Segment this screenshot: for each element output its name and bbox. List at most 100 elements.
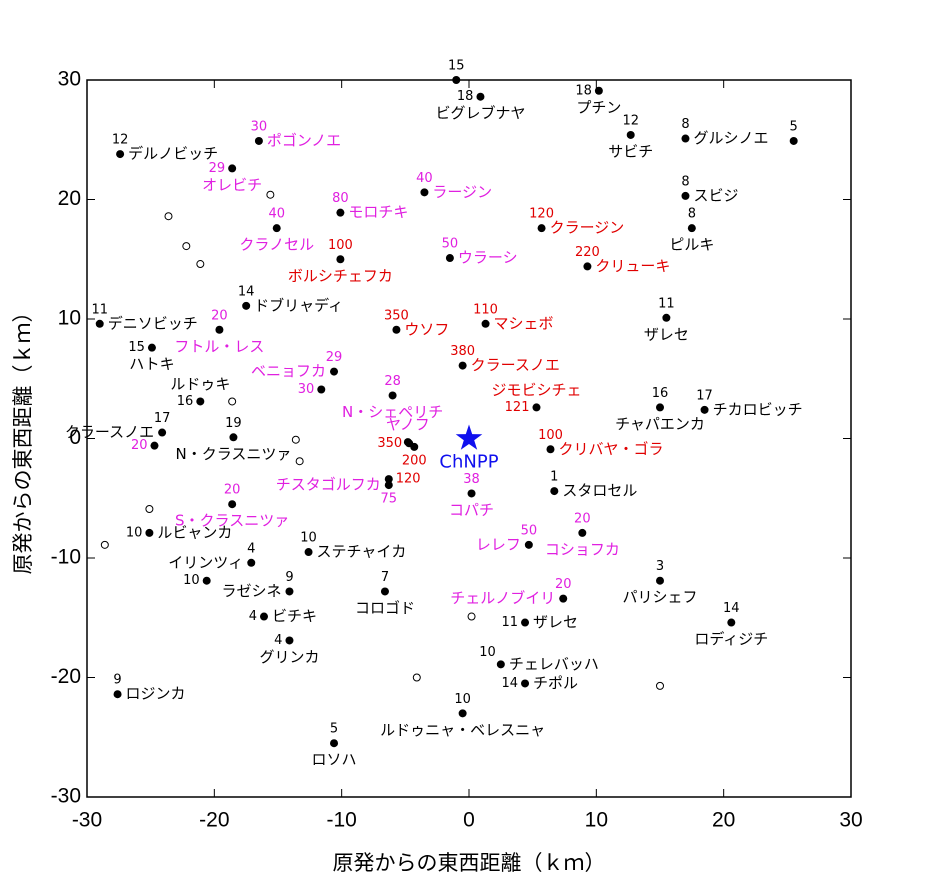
village-point — [317, 385, 326, 394]
x-tick-label: -30 — [72, 809, 102, 832]
village-point — [727, 618, 736, 627]
dose-label: 29 — [209, 161, 226, 176]
village-point — [228, 500, 237, 509]
village-name: チカロビッチ — [713, 400, 803, 418]
village-name: ピルキ — [669, 236, 714, 254]
village-name: レレフ — [476, 535, 521, 553]
dose-label: 12 — [112, 133, 129, 148]
y-tick-label: 30 — [58, 68, 81, 91]
dose-label: 200 — [402, 453, 427, 468]
village-name: フトル・レス — [174, 337, 264, 355]
village-point — [272, 224, 281, 233]
village-name: ロジンカ — [126, 685, 186, 703]
dose-label: 15 — [448, 59, 465, 74]
village-name: ロディジチ — [694, 630, 768, 648]
village-name: N・クラスニツァ — [175, 445, 291, 463]
dose-label: 120 — [396, 472, 421, 487]
dose-label: 350 — [384, 308, 409, 323]
village-point — [196, 397, 205, 406]
village-point — [215, 325, 224, 334]
village-point — [789, 136, 798, 145]
village-name: チスタゴルフカ — [276, 476, 381, 494]
village-name: プチン — [576, 98, 621, 116]
village-point — [304, 548, 313, 557]
x-tick-label: 0 — [463, 809, 475, 832]
village-point — [626, 130, 635, 139]
village-name: デニソビッチ — [108, 314, 198, 332]
site-marker — [455, 424, 483, 450]
village-name: ヤノフ — [386, 416, 430, 434]
dose-label: 5 — [330, 722, 338, 737]
y-axis-label: 原発からの東西距離（ｋｍ） — [11, 302, 35, 575]
village-name: クラノセル — [239, 236, 314, 254]
village-point — [521, 679, 530, 688]
dose-label: 50 — [442, 237, 459, 252]
y-tick-label: -20 — [51, 665, 81, 688]
village-name: ラゼシネ — [221, 582, 281, 600]
village-name: デルノビッチ — [128, 145, 218, 163]
village-point — [594, 86, 603, 95]
village-point — [247, 558, 256, 567]
y-tick-label: 20 — [58, 187, 81, 210]
village-name: クラージン — [550, 219, 625, 237]
village-name: ロソハ — [312, 751, 357, 769]
dose-label: 20 — [224, 483, 241, 498]
village-point — [681, 191, 690, 200]
x-tick-label: 10 — [585, 809, 608, 832]
y-tick-label: 10 — [58, 307, 81, 330]
village-name: クリューキ — [595, 257, 670, 275]
open-point — [656, 681, 664, 690]
open-point — [295, 457, 304, 466]
village-point — [285, 587, 294, 596]
dose-label: 17 — [154, 411, 171, 426]
dose-label: 100 — [538, 428, 563, 443]
village-name: パリシェフ — [622, 588, 697, 606]
dose-label: 350 — [377, 436, 402, 451]
village-point — [388, 391, 397, 400]
dose-label: 14 — [723, 601, 740, 616]
dose-label: 4 — [274, 633, 282, 648]
dose-label: 80 — [332, 191, 349, 206]
village-point — [445, 254, 454, 263]
village-point — [380, 587, 389, 596]
village-name: イリンツィ — [168, 553, 243, 571]
village-name: ハトキ — [129, 355, 174, 373]
village-point — [452, 76, 461, 84]
village-point — [559, 594, 568, 603]
village-point — [384, 481, 393, 490]
dose-label: 10 — [454, 692, 471, 707]
dose-label: 7 — [381, 570, 389, 585]
village-point — [532, 403, 541, 412]
dose-label: 38 — [463, 472, 480, 487]
village-name: コショフカ — [545, 540, 620, 558]
village-name: チェレバッハ — [509, 655, 599, 673]
village-name: ボルシチェフカ — [288, 267, 393, 285]
village-point — [550, 487, 559, 496]
village-point — [410, 442, 419, 451]
village-name: クリバヤ・ゴラ — [558, 440, 663, 458]
village-point — [656, 403, 664, 412]
open-point — [196, 260, 205, 269]
village-name: ザレセ — [644, 325, 689, 343]
village-name: サビチ — [608, 142, 653, 160]
y-tick-label: -10 — [51, 546, 81, 569]
village-point — [467, 489, 476, 498]
village-name: コパチ — [449, 501, 494, 519]
village-point — [95, 319, 104, 328]
dose-label: 16 — [177, 394, 194, 409]
village-name: S・クラスニツァ — [175, 512, 289, 530]
y-tick-label: 0 — [69, 426, 81, 449]
dose-label: 20 — [574, 511, 591, 526]
village-point — [330, 739, 339, 748]
village-name: N・シェペリチ — [342, 403, 443, 421]
village-point — [458, 709, 467, 718]
dose-label: 19 — [225, 416, 242, 431]
dose-label: 10 — [300, 531, 317, 546]
dose-label: 10 — [126, 525, 143, 540]
village-point — [546, 445, 555, 454]
x-tick-label: 20 — [712, 809, 735, 832]
village-point — [496, 660, 505, 669]
open-point — [266, 190, 275, 199]
village-point — [116, 150, 125, 159]
dose-label: 4 — [247, 541, 255, 556]
